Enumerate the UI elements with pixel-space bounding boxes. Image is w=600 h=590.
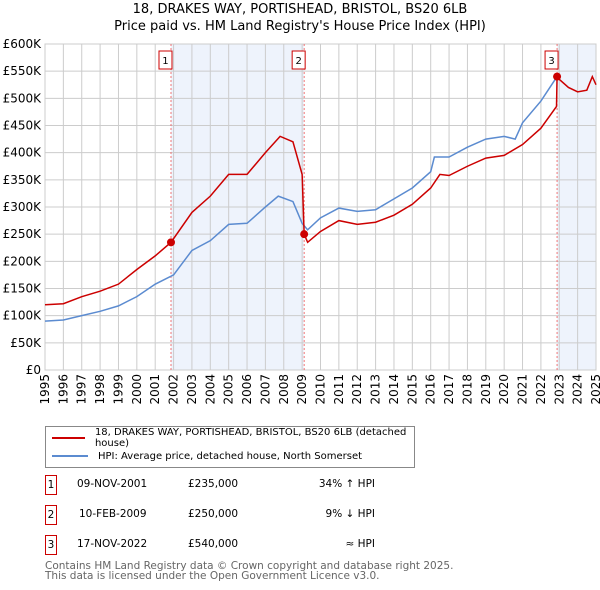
sale-date: 09-NOV-2001 <box>77 478 148 490</box>
x-tick-label: 2017 <box>442 374 456 405</box>
y-tick-label: £150K <box>3 282 43 296</box>
chart-subtitle: Price paid vs. HM Land Registry's House … <box>114 19 486 34</box>
sale-label-box <box>291 50 306 70</box>
x-tick-label: 2006 <box>240 374 254 405</box>
sale-marker-badge: 3 <box>45 535 57 555</box>
x-tick-label: 2013 <box>369 374 383 405</box>
sale-price: £235,000 <box>188 478 239 490</box>
sale-price: £540,000 <box>188 538 239 550</box>
x-tick-label: 2024 <box>571 374 585 405</box>
x-tick-label: 2016 <box>424 374 438 405</box>
plot-area: £0 £50K £100K £150K £200K £250K £300K £350K £400… <box>3 37 600 405</box>
sale-hpi-compare: ≈ HPI <box>345 538 375 550</box>
sale-row: 3 17-NOV-2022 £540,000 ≈ HPI <box>45 535 375 555</box>
y-tick-label: £50K <box>10 336 42 350</box>
series-line <box>44 76 558 322</box>
x-tick-label: 2020 <box>497 374 511 405</box>
sale-row: 2 10-FEB-2009 £250,000 9% ↓ HPI <box>45 505 375 525</box>
y-tick-label: £0 <box>26 363 41 377</box>
x-tick-label: 2015 <box>405 374 419 405</box>
x-tick-label: 2000 <box>130 374 144 405</box>
sale-date: 17-NOV-2022 <box>77 538 148 550</box>
sale-label: 3 <box>548 56 554 67</box>
legend-swatch-hpi <box>52 455 88 457</box>
x-tick-label: 2005 <box>222 374 236 405</box>
sale-date: 10-FEB-2009 <box>79 508 147 520</box>
y-tick-label: £100K <box>3 309 43 323</box>
x-tick-label: 2022 <box>534 374 548 405</box>
x-tick-label: 2011 <box>332 374 346 405</box>
x-tick-label: 1999 <box>111 374 125 405</box>
chart-title: 18, DRAKES WAY, PORTISHEAD, BRISTOL, BS2… <box>132 2 468 17</box>
y-tick-label: £400K <box>3 146 43 160</box>
sale-marker-badge: 2 <box>45 505 57 525</box>
sale-price: £250,000 <box>188 508 239 520</box>
x-tick-label: 2001 <box>148 374 162 405</box>
sale-label-box <box>544 50 559 70</box>
y-tick-label: £350K <box>3 173 43 187</box>
x-tick-label: 2021 <box>516 374 530 405</box>
footer-licence: This data is licensed under the Open Gov… <box>45 570 380 582</box>
x-tick-label: 2025 <box>589 374 600 405</box>
legend: 18, DRAKES WAY, PORTISHEAD, BRISTOL, BS2… <box>45 426 415 468</box>
x-tick-label: 2003 <box>185 374 199 405</box>
legend-label-hpi: HPI: Average price, detached house, Nort… <box>98 450 363 462</box>
x-tick-label: 2014 <box>387 374 401 405</box>
x-tick-label: 2010 <box>314 374 328 405</box>
y-tick-label: £250K <box>3 227 43 241</box>
sale-marker-badge: 1 <box>45 475 57 495</box>
footer: Contains HM Land Registry data © Crown c… <box>45 560 454 582</box>
x-tick-label: 2008 <box>277 374 291 405</box>
x-tick-label: 2019 <box>479 374 493 405</box>
sale-label: 2 <box>295 56 301 67</box>
y-tick-label: £550K <box>3 64 43 78</box>
legend-swatch-property <box>52 437 85 439</box>
x-tick-label: 1996 <box>56 374 70 405</box>
plot-border <box>44 43 597 371</box>
footer-copyright: Contains HM Land Registry data © Crown c… <box>45 560 454 572</box>
series-line <box>44 74 597 306</box>
x-tick-label: 2023 <box>552 374 566 405</box>
sale-point <box>166 238 175 247</box>
y-tick-label: £500K <box>3 91 43 105</box>
x-tick-label: 1997 <box>75 374 89 405</box>
x-tick-label: 2009 <box>295 374 309 405</box>
sale-hpi-compare: 34% ↑ HPI <box>318 478 375 490</box>
x-tick-label: 2002 <box>167 374 181 405</box>
y-tick-label: £600K <box>3 37 43 51</box>
x-tick-label: 2018 <box>460 374 474 405</box>
y-tick-label: £450K <box>3 119 43 133</box>
x-tick-label: 2004 <box>203 374 217 405</box>
x-tick-label: 1998 <box>93 374 107 405</box>
x-tick-label: 2007 <box>258 374 272 405</box>
sale-label: 1 <box>162 56 168 67</box>
sale-label-box <box>158 50 173 70</box>
x-tick-label: 1995 <box>38 374 52 405</box>
y-tick-label: £200K <box>3 254 43 268</box>
sale-hpi-compare: 9% ↓ HPI <box>325 508 375 520</box>
sale-point <box>553 72 562 81</box>
sale-point <box>300 230 309 239</box>
legend-label-property: 18, DRAKES WAY, PORTISHEAD, BRISTOL, BS2… <box>94 427 407 449</box>
sale-row: 1 09-NOV-2001 £235,000 34% ↑ HPI <box>45 475 375 495</box>
x-tick-label: 2012 <box>350 374 364 405</box>
y-tick-label: £300K <box>3 200 43 214</box>
